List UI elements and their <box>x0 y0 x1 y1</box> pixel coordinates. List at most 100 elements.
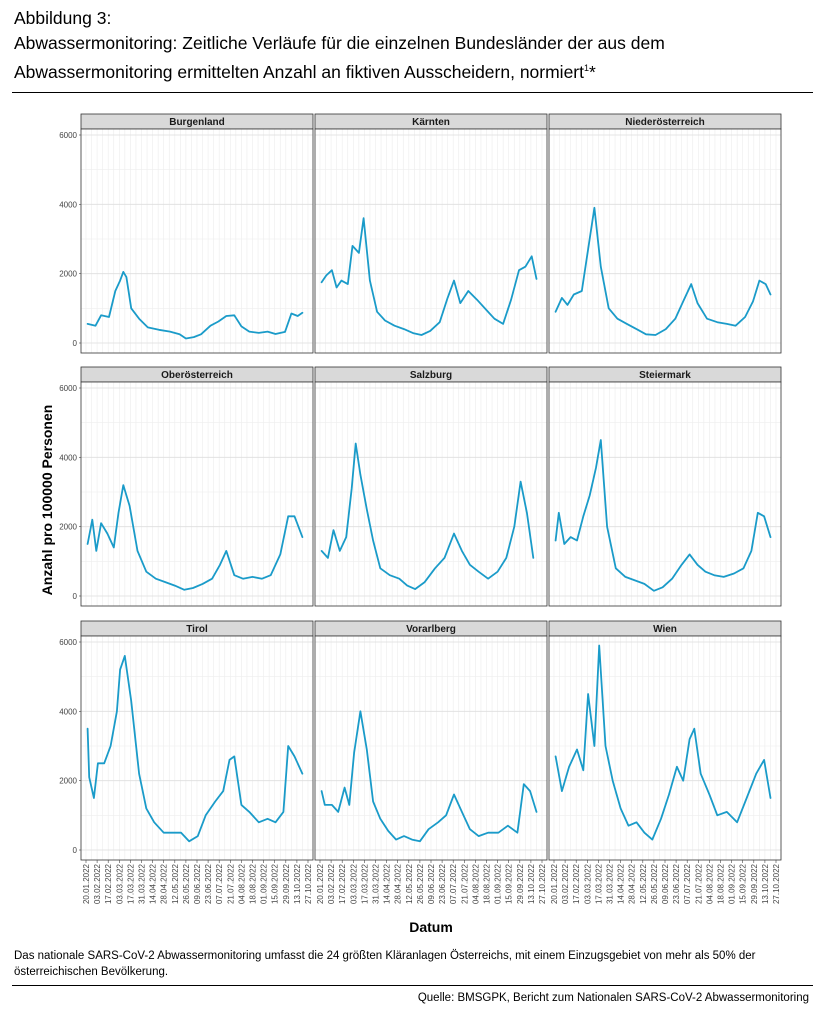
x-tick-label: 18.08.2022 <box>249 863 258 904</box>
x-tick-label: 29.09.2022 <box>516 863 525 904</box>
x-tick-label: 01.09.2022 <box>260 863 269 904</box>
x-tick-label: 13.10.2022 <box>761 863 770 904</box>
x-tick-label: 21.07.2022 <box>226 863 235 904</box>
x-tick-label: 04.08.2022 <box>237 863 246 904</box>
x-tick-label: 12.05.2022 <box>171 863 180 904</box>
x-tick-label: 14.04.2022 <box>149 863 158 904</box>
x-tick-label: 26.05.2022 <box>416 863 425 904</box>
x-tick-label: 14.04.2022 <box>383 863 392 904</box>
x-tick-label: 12.05.2022 <box>639 863 648 904</box>
x-tick-label: 09.06.2022 <box>193 863 202 904</box>
x-tick-label: 17.03.2022 <box>126 863 135 904</box>
asterisk: * <box>589 61 596 82</box>
x-tick-label: 03.02.2022 <box>561 863 570 904</box>
x-axis-title: Datum <box>409 919 453 935</box>
x-tick-label: 14.04.2022 <box>617 863 626 904</box>
x-tick-label: 31.03.2022 <box>372 863 381 904</box>
x-tick-label: 17.03.2022 <box>360 863 369 904</box>
facet-strip-label: Niederösterreich <box>625 117 704 128</box>
x-tick-label: 26.05.2022 <box>182 863 191 904</box>
y-tick-label: 6000 <box>59 131 77 140</box>
y-tick-label: 2000 <box>59 523 77 532</box>
series-line <box>320 442 535 590</box>
x-tick-label: 03.03.2022 <box>349 863 358 904</box>
x-tick-label: 23.06.2022 <box>204 863 213 904</box>
y-tick-label: 4000 <box>59 707 77 716</box>
x-tick-label: 27.10.2022 <box>772 863 781 904</box>
x-tick-label: 07.07.2022 <box>683 863 692 904</box>
x-tick-label: 28.04.2022 <box>160 863 169 904</box>
x-tick-label: 20.01.2022 <box>82 863 91 904</box>
facet-chart: Burgenland 0 2000 4000 6000 Kärnten Niederöste… <box>39 113 782 935</box>
series-line <box>320 217 538 336</box>
x-tick-label: 03.02.2022 <box>327 863 336 904</box>
x-tick-label: 13.10.2022 <box>293 863 302 904</box>
x-tick-label: 15.09.2022 <box>271 863 280 904</box>
y-tick-label: 0 <box>73 592 78 601</box>
series-line <box>554 206 772 336</box>
x-tick-label: 28.04.2022 <box>394 863 403 904</box>
facet-strip-label: Oberösterreich <box>161 370 233 381</box>
series-line <box>554 439 772 592</box>
series-line <box>86 484 304 591</box>
y-tick-label: 4000 <box>59 453 77 462</box>
x-tick-label: 13.10.2022 <box>527 863 536 904</box>
x-tick-label: 09.06.2022 <box>427 863 436 904</box>
facet-strip-label: Salzburg <box>410 370 452 381</box>
y-tick-label: 2000 <box>59 777 77 786</box>
series-line <box>554 644 772 841</box>
facet-strip-label: Wien <box>653 624 677 635</box>
y-tick-label: 6000 <box>59 384 77 393</box>
x-tick-label: 20.01.2022 <box>316 863 325 904</box>
x-tick-label: 03.03.2022 <box>583 863 592 904</box>
x-tick-label: 03.03.2022 <box>115 863 124 904</box>
x-tick-label: 18.08.2022 <box>483 863 492 904</box>
top-divider <box>12 92 813 93</box>
x-tick-label: 07.07.2022 <box>449 863 458 904</box>
x-tick-label: 04.08.2022 <box>471 863 480 904</box>
x-tick-label: 23.06.2022 <box>438 863 447 904</box>
footnote-marker: 1 <box>584 63 590 73</box>
source-note: Quelle: BMSGPK, Bericht zum Nationalen S… <box>417 992 809 1004</box>
bottom-divider <box>12 985 813 986</box>
x-tick-label: 29.09.2022 <box>282 863 291 904</box>
y-tick-label: 0 <box>73 846 78 855</box>
x-tick-label: 07.07.2022 <box>215 863 224 904</box>
y-tick-label: 2000 <box>59 270 77 279</box>
x-tick-label: 01.09.2022 <box>728 863 737 904</box>
x-tick-label: 17.02.2022 <box>104 863 113 904</box>
x-tick-label: 27.10.2022 <box>304 863 313 904</box>
x-tick-label: 15.09.2022 <box>505 863 514 904</box>
x-tick-label: 28.04.2022 <box>628 863 637 904</box>
facet-strip-label: Steiermark <box>639 370 691 381</box>
x-tick-label: 01.09.2022 <box>494 863 503 904</box>
figure-title-block: Abbildung 3: Abwassermonitoring: Zeitlic… <box>14 6 814 85</box>
facet-strip-label: Kärnten <box>412 117 450 128</box>
facet-strip-label: Vorarlberg <box>406 624 456 635</box>
y-axis-title: Anzahl pro 100000 Personen <box>39 405 55 596</box>
x-tick-label: 12.05.2022 <box>405 863 414 904</box>
x-tick-label: 17.02.2022 <box>572 863 581 904</box>
x-tick-label: 21.07.2022 <box>694 863 703 904</box>
series-line <box>320 710 538 843</box>
x-tick-label: 18.08.2022 <box>717 863 726 904</box>
x-tick-label: 31.03.2022 <box>138 863 147 904</box>
figure-label: Abbildung 3: <box>14 8 112 28</box>
y-tick-label: 4000 <box>59 200 77 209</box>
x-tick-label: 17.02.2022 <box>338 863 347 904</box>
figure-title: Abwassermonitoring: Zeitliche Verläufe f… <box>14 31 814 85</box>
x-tick-label: 31.03.2022 <box>606 863 615 904</box>
x-tick-label: 23.06.2022 <box>672 863 681 904</box>
x-tick-label: 09.06.2022 <box>661 863 670 904</box>
series-line <box>86 271 304 340</box>
x-tick-label: 20.01.2022 <box>550 863 559 904</box>
x-tick-label: 26.05.2022 <box>650 863 659 904</box>
facet-strip-label: Tirol <box>186 624 208 635</box>
figure-title-text: Abwassermonitoring: Zeitliche Verläufe f… <box>14 33 665 82</box>
y-tick-label: 0 <box>73 339 78 348</box>
x-tick-label: 15.09.2022 <box>739 863 748 904</box>
x-tick-label: 27.10.2022 <box>538 863 547 904</box>
x-tick-label: 04.08.2022 <box>705 863 714 904</box>
y-tick-label: 6000 <box>59 638 77 647</box>
x-tick-label: 17.03.2022 <box>594 863 603 904</box>
